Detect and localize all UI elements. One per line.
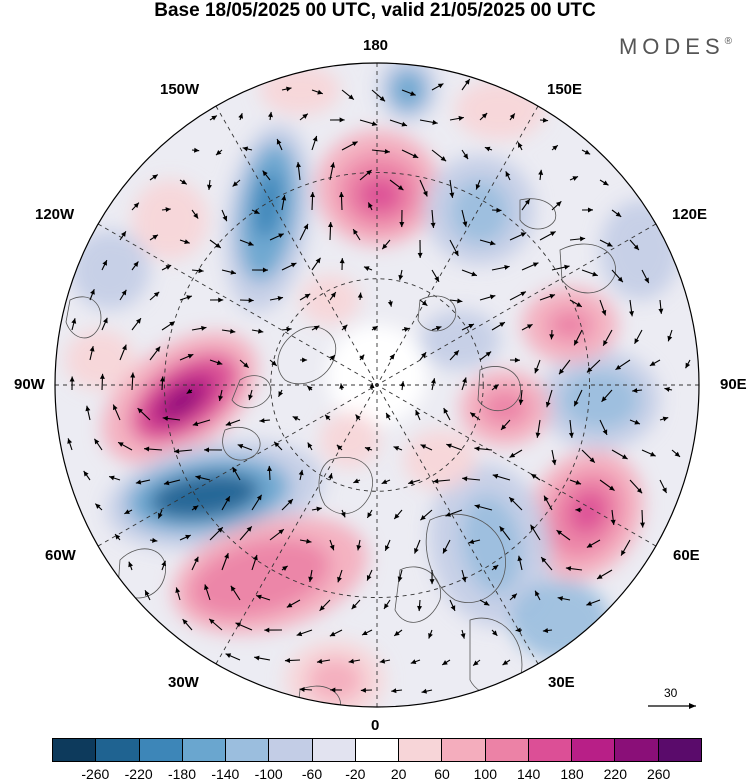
colorbar-tick-label: 260 bbox=[646, 766, 671, 782]
reference-vector bbox=[648, 703, 696, 709]
lon-label-30w: 30W bbox=[168, 674, 199, 691]
colorbar-swatch bbox=[181, 739, 226, 761]
colorbar-tick-label: 180 bbox=[560, 766, 584, 782]
lon-label-120e: 120E bbox=[672, 206, 708, 223]
colorbar-swatch bbox=[311, 739, 355, 761]
lon-label-60w: 60W bbox=[45, 547, 76, 564]
map-title: Base 18/05/2025 00 UTC, valid 21/05/2025… bbox=[154, 0, 596, 21]
colorbar-tick-label: 100 bbox=[473, 766, 498, 782]
lon-label-90e: 90E bbox=[720, 376, 747, 393]
graticule bbox=[55, 63, 699, 707]
colorbar-swatch bbox=[571, 739, 615, 761]
colorbar-swatch bbox=[441, 739, 485, 761]
lon-label-150e: 150E bbox=[547, 81, 583, 98]
lon-label-120w: 120W bbox=[35, 206, 75, 223]
colorbar-tick-label: -100 bbox=[254, 766, 283, 782]
colorbar-tick-label: -260 bbox=[81, 766, 110, 782]
colorbar-swatch bbox=[527, 739, 572, 761]
colorbar-tick-label: 60 bbox=[434, 766, 450, 782]
colorbar-tick-label: -20 bbox=[345, 766, 366, 782]
lon-label-180: 180 bbox=[363, 37, 389, 54]
colorbar-swatch bbox=[484, 739, 528, 761]
colorbar-swatch bbox=[354, 739, 399, 761]
colorbar bbox=[52, 738, 702, 762]
colorbar-tick-label: 20 bbox=[390, 766, 407, 782]
polar-map bbox=[54, 62, 700, 709]
colorbar-tick-label: 220 bbox=[603, 766, 628, 782]
colorbar-tick-label: 140 bbox=[516, 766, 541, 782]
colorbar-swatch bbox=[225, 739, 269, 761]
wind-vectors bbox=[67, 78, 691, 694]
colorbar-swatch bbox=[53, 739, 96, 761]
lon-label-0: 0 bbox=[371, 717, 380, 734]
colorbar-swatch bbox=[268, 739, 312, 761]
reference-vector-label: 30 bbox=[664, 686, 678, 700]
colorbar-tick-label: -60 bbox=[301, 766, 323, 782]
colorbar-swatch bbox=[398, 739, 442, 761]
lon-label-90w: 90W bbox=[14, 376, 45, 393]
colorbar-swatch bbox=[657, 739, 701, 761]
lon-label-30e: 30E bbox=[548, 674, 575, 691]
colorbar-swatch bbox=[614, 739, 658, 761]
lon-label-60e: 60E bbox=[673, 547, 700, 564]
colorbar-tick-label: -220 bbox=[124, 766, 153, 782]
colorbar-swatch bbox=[138, 739, 182, 761]
map-border bbox=[54, 62, 700, 708]
modes-logo: MODES® bbox=[618, 34, 732, 59]
colorbar-tick-label: -180 bbox=[167, 766, 197, 782]
lon-label-150w: 150W bbox=[160, 81, 200, 98]
colorbar-swatch bbox=[95, 739, 139, 761]
colorbar-tick-label: -140 bbox=[211, 766, 240, 782]
